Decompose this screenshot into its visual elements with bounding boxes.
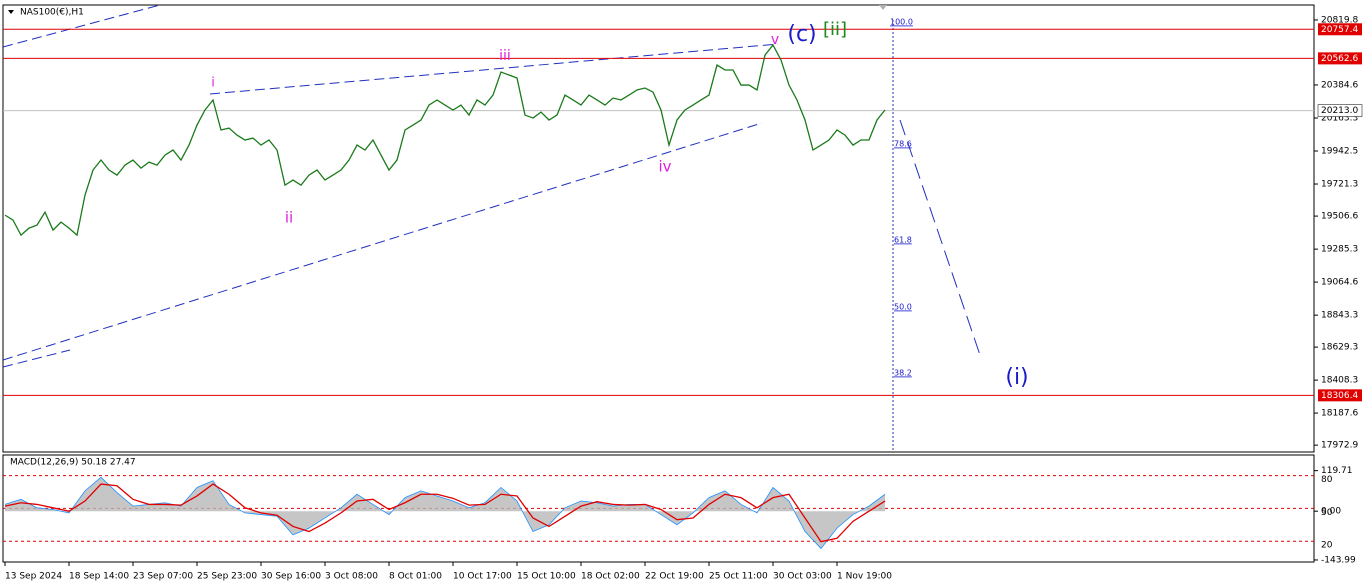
x-tick-label: 8 Oct 01:00 [389, 572, 442, 582]
price-line [4, 43, 886, 237]
x-tick-label: 1 Nov 19:00 [837, 572, 892, 582]
y-tick-label: 19285.3 [1321, 245, 1358, 255]
y2-tick-label: 80 [1321, 475, 1333, 485]
annotation: iii [499, 48, 511, 64]
macd-area [5, 477, 885, 549]
annotation: i [211, 76, 215, 91]
x-tick-label: 22 Oct 19:00 [645, 572, 704, 582]
x-tick-label: 13 Sep 2024 [5, 572, 62, 582]
level-label-box [1318, 52, 1362, 65]
annotation: ii [285, 209, 293, 227]
y-tick-label: 20163.3 [1321, 114, 1358, 124]
annotation: (c) [787, 22, 816, 47]
macd-line [4, 476, 886, 550]
trendline [2, 122, 763, 361]
level-label: 20213.0 [1321, 106, 1358, 116]
x-tick-label: 18 Sep 14:00 [69, 572, 129, 582]
x-tick-label: 18 Oct 02:00 [581, 572, 640, 582]
annotation: 50.0 [894, 303, 912, 312]
x-tick-label: 30 Sep 16:00 [261, 572, 321, 582]
chart-title: NAS100(€),H1 [20, 8, 84, 18]
y2-tick-label: 20 [1321, 541, 1333, 551]
annotation: 38.2 [894, 369, 912, 378]
y-tick-label: 18629.3 [1321, 343, 1358, 353]
trendline [2, 349, 71, 368]
y-tick-label: -143.99 [1321, 555, 1356, 565]
level-label-box [1318, 23, 1362, 36]
x-tick-label: 3 Oct 08:00 [325, 572, 378, 582]
y2-tick-label: 50 [1321, 508, 1333, 518]
annotation: 100.0 [890, 18, 913, 27]
menu-triangle [8, 10, 14, 14]
x-tick-label: 25 Sep 23:00 [197, 572, 257, 582]
trendlines [2, 4, 981, 368]
x-tick-label: 30 Oct 03:00 [773, 572, 832, 582]
projection-line [899, 119, 981, 356]
level-label: 20562.6 [1321, 54, 1358, 64]
main-frame [2, 4, 1315, 453]
y-tick-label: 18187.6 [1321, 409, 1358, 419]
y-tick-label: 119.71 [1321, 466, 1353, 476]
signal-line [4, 483, 886, 543]
y-tick-label: 19942.5 [1321, 146, 1358, 156]
trendline [209, 43, 779, 95]
y-tick-label: 19506.6 [1321, 212, 1358, 222]
y-tick-label: 0.00 [1321, 507, 1341, 517]
annotation: 78.6 [894, 140, 912, 149]
y-tick-label: 17972.9 [1321, 441, 1358, 451]
x-tick-label: 15 Oct 10:00 [517, 572, 576, 582]
trendline [2, 4, 161, 48]
x-tick-label: 25 Oct 11:00 [709, 572, 768, 582]
annotation: iv [658, 158, 671, 176]
level-label: 18306.4 [1321, 391, 1358, 401]
annotation: (i) [1005, 365, 1028, 390]
level-label-box [1318, 389, 1362, 402]
annotation: 61.8 [894, 236, 912, 245]
x-tick-label: 23 Sep 07:00 [133, 572, 193, 582]
annotation: v [771, 32, 779, 48]
shift-marker [879, 5, 887, 10]
level-label: 20757.4 [1321, 25, 1358, 35]
y-tick-label: 18408.3 [1321, 376, 1358, 386]
y-tick-label: 19064.6 [1321, 278, 1358, 288]
level-label-box [1317, 104, 1363, 117]
y-tick-label: 20819.8 [1321, 15, 1358, 25]
x-tick-label: 10 Oct 17:00 [453, 572, 512, 582]
y-tick-label: 20384.6 [1321, 80, 1358, 90]
y-tick-label: 19721.3 [1321, 180, 1358, 190]
y-tick-label: 18843.3 [1321, 311, 1358, 321]
macd-title: MACD(12,26,9) 50.18 27.47 [10, 458, 136, 468]
annotation: [ii] [823, 19, 847, 40]
